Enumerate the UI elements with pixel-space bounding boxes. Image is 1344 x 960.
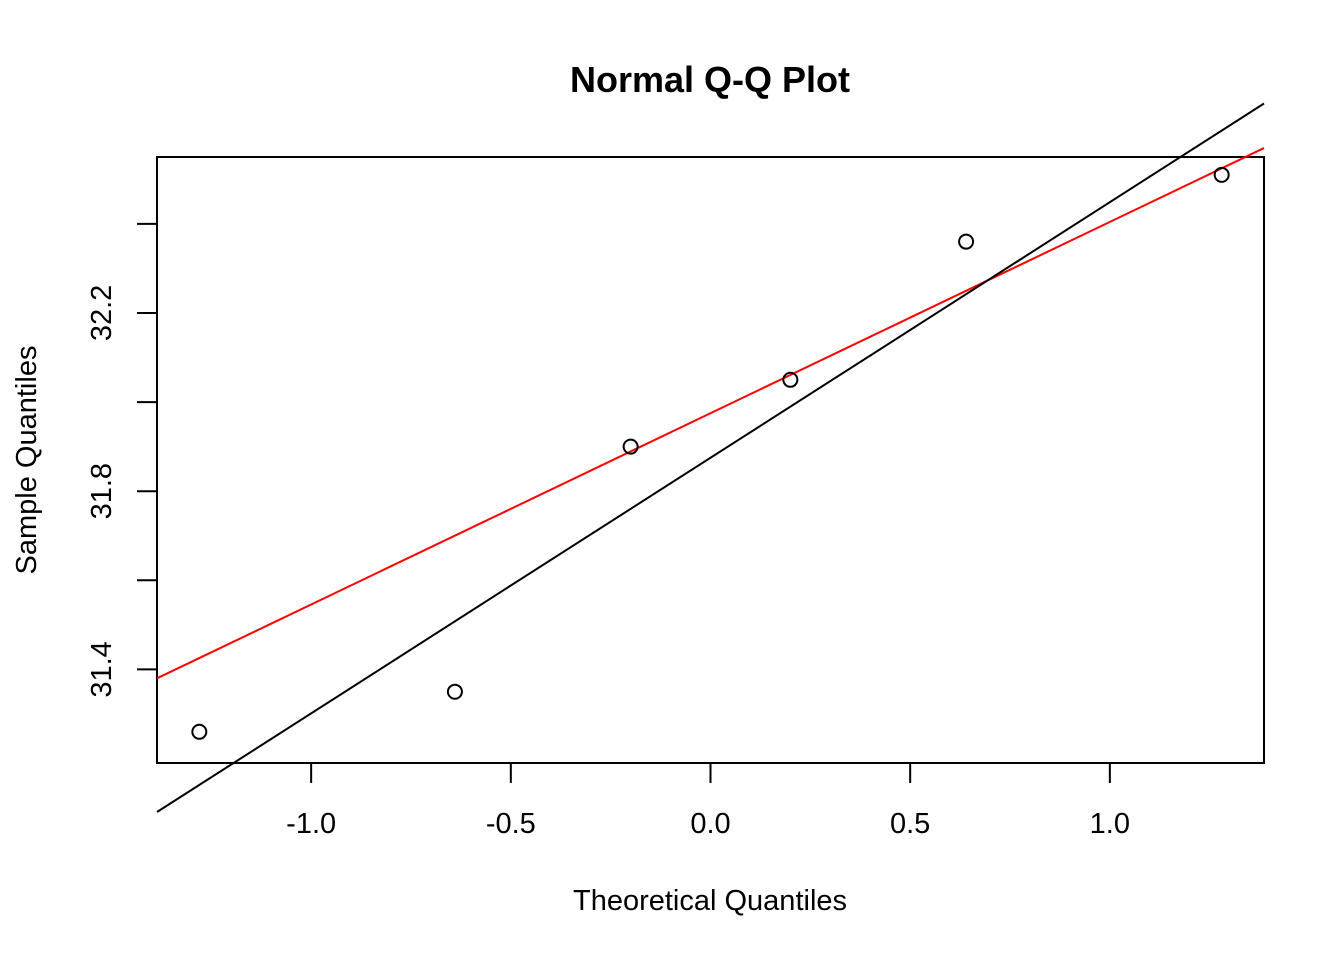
y-tick-label: 31.8 bbox=[86, 463, 118, 519]
x-tick-label: 0.0 bbox=[690, 808, 730, 840]
x-tick-label: 0.5 bbox=[890, 808, 930, 840]
fit-line-red bbox=[156, 147, 1265, 680]
data-point bbox=[191, 723, 208, 740]
x-tick-label: -1.0 bbox=[286, 808, 336, 840]
reference-line-black bbox=[156, 102, 1265, 813]
data-point bbox=[782, 371, 799, 388]
chart-title: Normal Q-Q Plot bbox=[570, 59, 850, 100]
plot-frame bbox=[156, 156, 1265, 764]
x-axis: -1.0 -0.5 0.0 0.5 1.0 bbox=[286, 762, 1130, 840]
y-tick-label: 31.4 bbox=[86, 641, 118, 697]
y-axis: 31.4 31.8 32.2 bbox=[86, 222, 158, 698]
data-point bbox=[622, 438, 639, 455]
data-points bbox=[191, 166, 1230, 740]
y-axis-label: Sample Quantiles bbox=[11, 346, 43, 575]
x-tick-label: -0.5 bbox=[486, 808, 536, 840]
y-tick-label: 32.2 bbox=[86, 285, 118, 341]
x-tick-label: 1.0 bbox=[1090, 808, 1130, 840]
data-point bbox=[1213, 166, 1230, 183]
data-point bbox=[446, 683, 463, 700]
x-axis-label: Theoretical Quantiles bbox=[573, 885, 847, 917]
data-point bbox=[958, 233, 975, 250]
reference-lines bbox=[156, 102, 1265, 813]
